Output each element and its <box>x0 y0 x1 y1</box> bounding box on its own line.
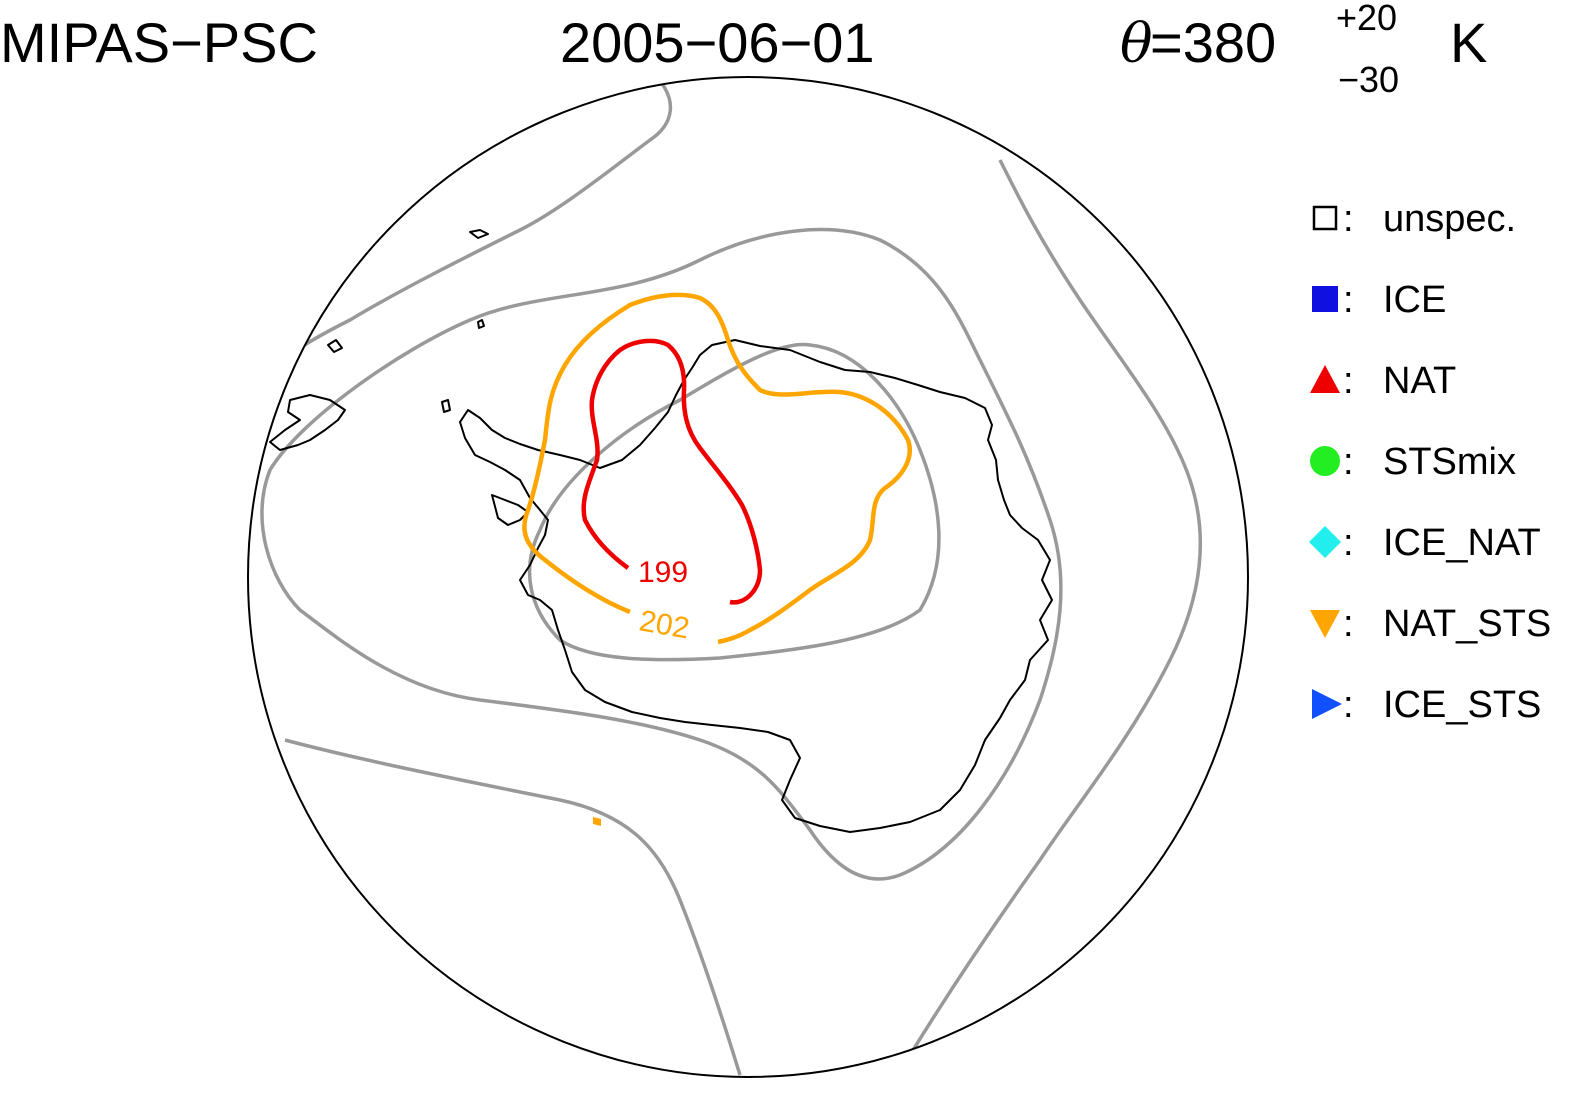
gray-contour-outer-left <box>248 77 673 401</box>
legend-separator: : <box>1343 603 1354 645</box>
legend-item: : unspec. <box>1312 198 1516 240</box>
legend-separator: : <box>1343 360 1354 402</box>
legend-label: ICE_STS <box>1383 684 1541 726</box>
globe-outline <box>247 76 1249 1078</box>
small-island-2 <box>327 339 343 353</box>
legend-item: : ICE_NAT <box>1309 522 1541 564</box>
small-island-3 <box>441 399 451 413</box>
legend-separator: : <box>1343 198 1354 240</box>
gray-contour-mid <box>260 227 1063 881</box>
peninsula-islands <box>491 494 529 526</box>
small-island-1 <box>469 229 489 239</box>
triangle-up-icon <box>1310 365 1340 393</box>
theta-lower-bound: −30 <box>1338 59 1399 100</box>
contour-199 <box>581 338 763 605</box>
gray-contour-right <box>908 159 1203 1056</box>
observation-mark <box>593 817 601 826</box>
legend-item: : NAT_STS <box>1310 603 1551 645</box>
south-america-tip <box>269 394 346 451</box>
contour-label-199: 199 <box>638 556 688 589</box>
legend-label: unspec. <box>1383 198 1516 240</box>
diamond-icon <box>1309 526 1341 558</box>
gray-contour-bottom-left <box>284 738 742 1076</box>
legend-label: ICE <box>1383 279 1446 321</box>
background-contours <box>248 77 1203 1076</box>
legend-item: : STSmix <box>1310 441 1516 483</box>
legend-label: NAT_STS <box>1383 603 1551 645</box>
contour-202 <box>522 292 912 645</box>
theta-value: =380 <box>1150 11 1276 74</box>
legend-item: : NAT <box>1310 360 1456 402</box>
triangle-right-icon <box>1312 689 1342 719</box>
filled-square-icon <box>1312 286 1338 312</box>
theta-upper-bound: +20 <box>1336 0 1397 38</box>
legend-item: : ICE_STS <box>1312 684 1541 726</box>
legend-label: ICE_NAT <box>1383 522 1541 564</box>
theta-title: θ =380 +20 −30 K <box>1120 0 1487 100</box>
theta-unit: K <box>1450 11 1487 74</box>
legend-label: NAT <box>1383 360 1456 402</box>
legend-separator: : <box>1343 441 1354 483</box>
open-square-icon <box>1312 205 1338 231</box>
legend-item: : ICE <box>1312 279 1446 321</box>
date-title: 2005−06−01 <box>560 11 875 74</box>
legend-label: STSmix <box>1383 441 1516 483</box>
circle-icon <box>1310 446 1340 476</box>
map-area: 199 202 <box>248 77 1203 1076</box>
triangle-down-icon <box>1310 610 1340 638</box>
small-island-4 <box>477 319 485 329</box>
legend-separator: : <box>1343 279 1354 321</box>
coastline <box>269 229 1053 833</box>
legend-separator: : <box>1343 522 1354 564</box>
instrument-title: MIPAS−PSC <box>0 11 318 74</box>
theta-symbol: θ <box>1120 12 1153 75</box>
legend-separator: : <box>1343 684 1354 726</box>
contour-label-202: 202 <box>637 604 692 645</box>
legend: : unspec.: ICE: NAT: STSmix: ICE_NAT: NAT_STS:… <box>1309 198 1551 726</box>
antarctica-coastline <box>459 339 1053 833</box>
